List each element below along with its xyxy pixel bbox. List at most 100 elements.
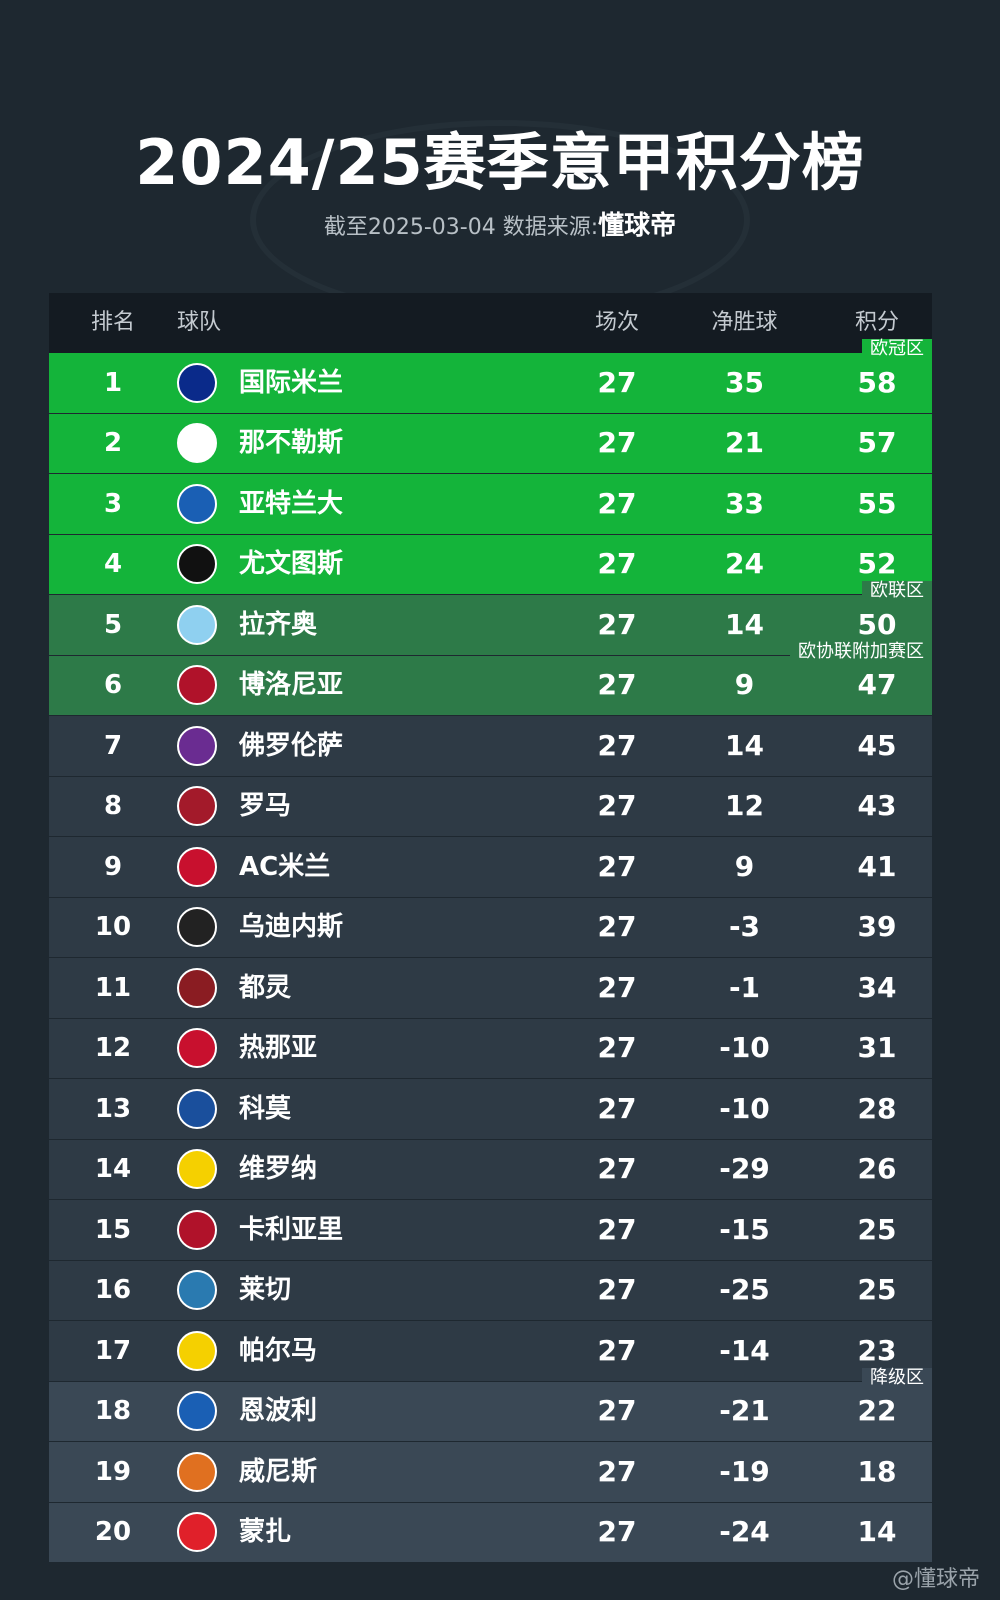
team-cell: 热那亚 xyxy=(177,1028,567,1069)
points: 50 xyxy=(857,607,897,641)
team-cell: 亚特兰大 xyxy=(177,483,567,524)
table-row: 6 博洛尼亚 27 9 47 欧协联附加赛区 xyxy=(49,641,932,716)
standings-table: 排名 球队 场次 净胜球 积分 1 国际米兰 27 35 58 欧冠区 2 那不勒斯… xyxy=(49,293,932,1563)
team-cell: 博洛尼亚 xyxy=(177,665,567,706)
played: 27 xyxy=(597,728,637,762)
table-row: 5 拉齐奥 27 14 50 欧联区 xyxy=(49,581,932,656)
points: 58 xyxy=(857,365,897,399)
goal-difference: -25 xyxy=(719,1273,770,1307)
team-name: 那不勒斯 xyxy=(239,428,344,459)
goal-difference: 12 xyxy=(725,789,764,823)
goal-difference: 14 xyxy=(725,607,764,641)
rank: 5 xyxy=(103,609,123,640)
goal-difference: 24 xyxy=(725,547,764,581)
goal-difference: 35 xyxy=(725,365,764,399)
team-logo-icon xyxy=(177,544,217,585)
team-name: 亚特兰大 xyxy=(239,488,344,519)
team-logo-icon xyxy=(177,1209,217,1250)
points: 43 xyxy=(857,789,897,823)
team-cell: 拉齐奥 xyxy=(177,604,567,645)
table-row: 4 尤文图斯 27 24 52 xyxy=(49,534,932,595)
team-logo-icon xyxy=(177,725,217,766)
points: 47 xyxy=(857,668,897,702)
team-logo-icon xyxy=(177,1088,217,1129)
table-row: 17 帕尔马 27 -14 23 xyxy=(49,1321,932,1382)
played: 27 xyxy=(597,668,637,702)
rank: 15 xyxy=(94,1214,132,1245)
team-name: 科莫 xyxy=(239,1093,292,1124)
played: 27 xyxy=(597,1273,637,1307)
team-logo-icon xyxy=(177,604,217,645)
goal-difference: -10 xyxy=(719,1091,770,1125)
played: 27 xyxy=(597,789,637,823)
played: 27 xyxy=(597,1394,637,1428)
watermark: @懂球帝 xyxy=(891,1567,980,1592)
played: 27 xyxy=(597,426,637,460)
header-goal-difference: 净胜球 xyxy=(711,310,778,335)
goal-difference: -19 xyxy=(719,1454,770,1488)
points: 22 xyxy=(857,1394,897,1428)
team-logo-icon xyxy=(177,362,217,403)
team-name: 维罗纳 xyxy=(239,1154,318,1185)
points: 34 xyxy=(857,970,897,1004)
source-name: 懂球帝 xyxy=(598,211,677,241)
team-cell: 帕尔马 xyxy=(177,1330,567,1371)
team-name: 尤文图斯 xyxy=(239,549,344,580)
page-title: 2024/25赛季意甲积分榜 xyxy=(135,126,865,199)
played: 27 xyxy=(597,1454,637,1488)
rank: 8 xyxy=(103,791,123,822)
table-row: 1 国际米兰 27 35 58 欧冠区 xyxy=(49,339,932,414)
team-name: 蒙扎 xyxy=(239,1517,292,1548)
points: 14 xyxy=(857,1515,897,1549)
played: 27 xyxy=(597,1515,637,1549)
played: 27 xyxy=(597,607,637,641)
goal-difference: -1 xyxy=(728,970,761,1004)
team-cell: 都灵 xyxy=(177,967,567,1008)
team-cell: 卡利亚里 xyxy=(177,1209,567,1250)
goal-difference: 21 xyxy=(725,426,764,460)
rank: 10 xyxy=(94,912,132,943)
table-row: 9 AC米兰 27 9 41 xyxy=(49,837,932,898)
team-name: 佛罗伦萨 xyxy=(239,730,344,761)
header-rank: 排名 xyxy=(90,310,135,335)
table-header: 排名 球队 场次 净胜球 积分 xyxy=(49,293,932,353)
points: 25 xyxy=(857,1212,897,1246)
points: 18 xyxy=(857,1454,897,1488)
played: 27 xyxy=(597,1212,637,1246)
team-cell: 科莫 xyxy=(177,1088,567,1129)
table-row: 18 恩波利 27 -21 22 降级区 xyxy=(49,1367,932,1442)
rank: 3 xyxy=(103,488,123,519)
table-row: 3 亚特兰大 27 33 55 xyxy=(49,474,932,535)
team-name: 拉齐奥 xyxy=(239,609,318,640)
rank: 2 xyxy=(103,428,123,459)
zone-label-uel: 欧联区 xyxy=(862,581,932,601)
table-row: 19 威尼斯 27 -19 18 xyxy=(49,1442,932,1503)
team-logo-icon xyxy=(177,1330,217,1371)
table-row: 13 科莫 27 -10 28 xyxy=(49,1079,932,1140)
zone-label-ucl: 欧冠区 xyxy=(862,339,932,359)
team-name: 乌迪内斯 xyxy=(239,912,344,943)
header-played: 场次 xyxy=(594,310,639,335)
table-row: 12 热那亚 27 -10 31 xyxy=(49,1018,932,1079)
points: 25 xyxy=(857,1273,897,1307)
team-name: 威尼斯 xyxy=(239,1456,318,1487)
team-name: 国际米兰 xyxy=(239,367,344,398)
points: 55 xyxy=(857,486,897,520)
rank: 4 xyxy=(103,549,123,580)
points: 39 xyxy=(857,910,897,944)
team-cell: 那不勒斯 xyxy=(177,423,567,464)
goal-difference: -24 xyxy=(719,1515,770,1549)
goal-difference: 9 xyxy=(734,849,755,883)
points: 28 xyxy=(857,1091,897,1125)
points: 57 xyxy=(857,426,897,460)
points: 26 xyxy=(857,1152,897,1186)
team-logo-icon xyxy=(177,1149,217,1190)
played: 27 xyxy=(597,1333,637,1367)
rank: 13 xyxy=(94,1093,132,1124)
zone-label-uecl: 欧协联附加赛区 xyxy=(790,641,932,662)
team-cell: 维罗纳 xyxy=(177,1149,567,1190)
team-cell: 蒙扎 xyxy=(177,1512,567,1553)
table-row: 11 都灵 27 -1 34 xyxy=(49,958,932,1019)
team-cell: 国际米兰 xyxy=(177,362,567,403)
team-cell: 威尼斯 xyxy=(177,1451,567,1492)
